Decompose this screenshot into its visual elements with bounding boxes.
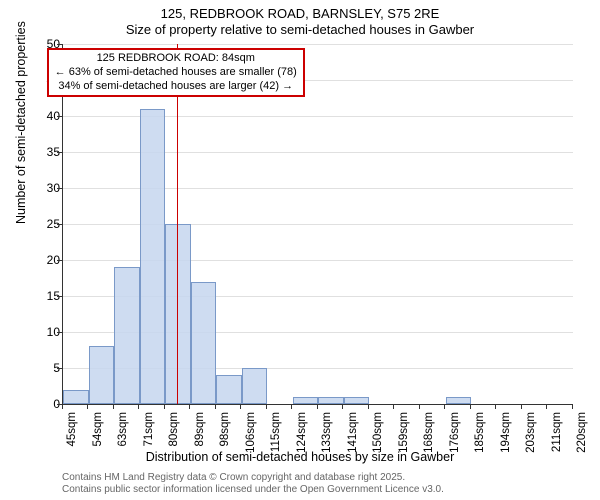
histogram-bar <box>191 282 217 404</box>
annotation-line3: 34% of semi-detached houses are larger (… <box>55 80 297 94</box>
histogram-bar <box>344 397 370 404</box>
x-tick-mark <box>521 404 522 409</box>
annotation-line2: ← 63% of semi-detached houses are smalle… <box>55 66 297 80</box>
attribution: Contains HM Land Registry data © Crown c… <box>62 472 444 496</box>
x-tick-mark <box>62 404 63 409</box>
x-tick-mark <box>368 404 369 409</box>
x-tick-mark <box>342 404 343 409</box>
plot-area: 125 REDBROOK ROAD: 84sqm ← 63% of semi-d… <box>62 44 573 405</box>
histogram-bar <box>216 375 242 404</box>
x-tick-mark <box>495 404 496 409</box>
annotation-box: 125 REDBROOK ROAD: 84sqm ← 63% of semi-d… <box>47 48 305 97</box>
histogram-bar <box>114 267 140 404</box>
x-tick-mark <box>87 404 88 409</box>
x-tick-mark <box>266 404 267 409</box>
attribution-line1: Contains HM Land Registry data © Crown c… <box>62 472 444 484</box>
histogram-bar <box>293 397 319 404</box>
y-axis-label: Number of semi-detached properties <box>14 21 28 224</box>
x-tick-mark <box>470 404 471 409</box>
x-tick-mark <box>572 404 573 409</box>
reference-line <box>177 44 179 404</box>
chart-container: 125, REDBROOK ROAD, BARNSLEY, S75 2RE Si… <box>0 0 600 500</box>
chart-title-main: 125, REDBROOK ROAD, BARNSLEY, S75 2RE <box>0 0 600 21</box>
histogram-bar <box>446 397 472 404</box>
x-tick-mark <box>215 404 216 409</box>
histogram-bar <box>140 109 166 404</box>
x-tick-mark <box>317 404 318 409</box>
histogram-bar <box>242 368 268 404</box>
histogram-bar <box>318 397 344 404</box>
x-tick-mark <box>138 404 139 409</box>
x-tick-mark <box>546 404 547 409</box>
x-tick-mark <box>393 404 394 409</box>
histogram-bar <box>89 346 115 404</box>
chart-title-sub: Size of property relative to semi-detach… <box>0 21 600 37</box>
histogram-bar <box>63 390 89 404</box>
x-tick-mark <box>240 404 241 409</box>
attribution-line2: Contains public sector information licen… <box>62 484 444 496</box>
grid-line <box>63 44 573 45</box>
x-tick-mark <box>113 404 114 409</box>
x-tick-mark <box>164 404 165 409</box>
x-tick-mark <box>189 404 190 409</box>
x-axis-label: Distribution of semi-detached houses by … <box>0 450 600 464</box>
x-tick-mark <box>291 404 292 409</box>
x-tick-mark <box>444 404 445 409</box>
x-tick-mark <box>419 404 420 409</box>
annotation-line1: 125 REDBROOK ROAD: 84sqm <box>55 52 297 66</box>
